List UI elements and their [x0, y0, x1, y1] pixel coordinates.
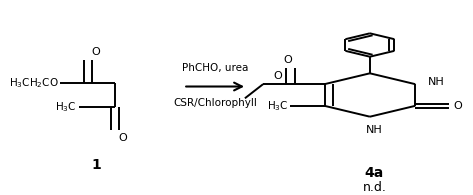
Text: PhCHO, urea: PhCHO, urea	[182, 63, 248, 73]
Text: O: O	[284, 55, 292, 65]
Text: O: O	[119, 133, 127, 143]
Text: n.d.: n.d.	[362, 181, 386, 194]
Text: O: O	[273, 71, 282, 81]
Text: 4a: 4a	[365, 166, 384, 180]
Text: O: O	[91, 47, 100, 57]
Text: NH: NH	[366, 125, 383, 135]
Text: O: O	[453, 101, 462, 111]
Text: H$_3$C: H$_3$C	[55, 100, 77, 114]
Text: H$_3$C: H$_3$C	[267, 99, 288, 113]
Text: 1: 1	[92, 158, 102, 172]
Text: NH: NH	[428, 77, 445, 87]
Text: CSR/Chlorophyll: CSR/Chlorophyll	[173, 98, 257, 108]
Text: H$_3$CH$_2$CO: H$_3$CH$_2$CO	[9, 76, 59, 90]
